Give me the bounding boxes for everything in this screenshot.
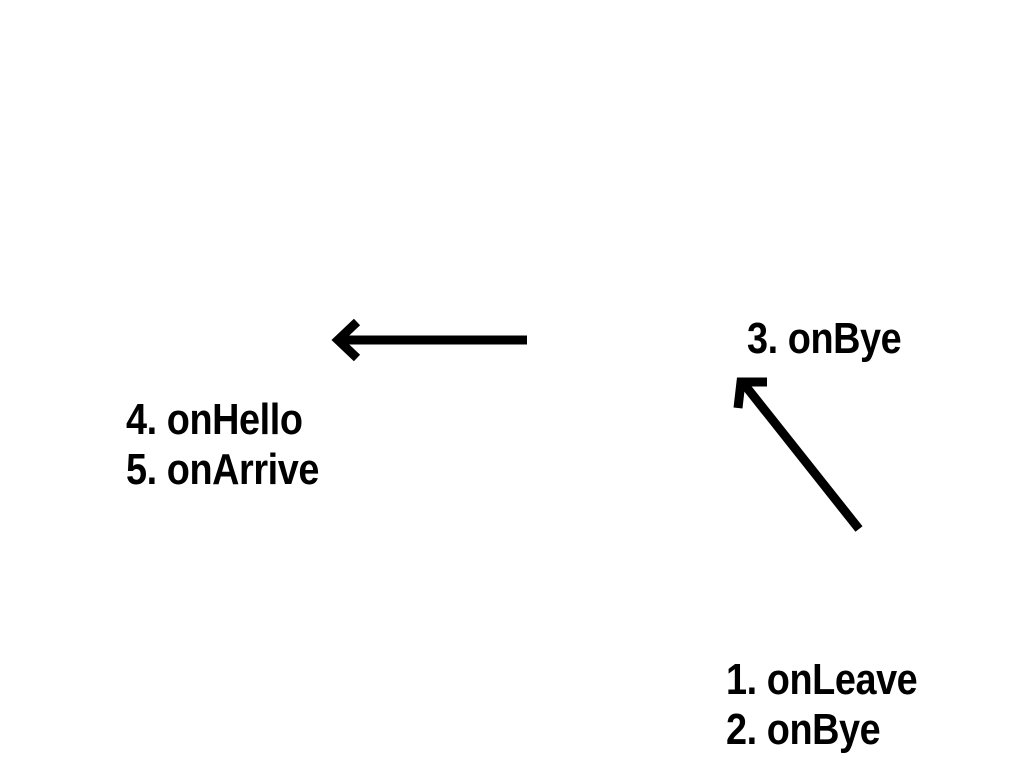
- arrow-up-left-icon: [733, 377, 863, 532]
- label-step-1: 1. onLeave: [726, 655, 918, 704]
- label-step-2: 2. onBye: [726, 705, 881, 754]
- label-step-4: 4. onHello: [126, 395, 303, 444]
- arrow-left-icon: [331, 318, 527, 362]
- label-step-5: 5. onArrive: [126, 445, 319, 494]
- label-step-3: 3. onBye: [747, 314, 902, 363]
